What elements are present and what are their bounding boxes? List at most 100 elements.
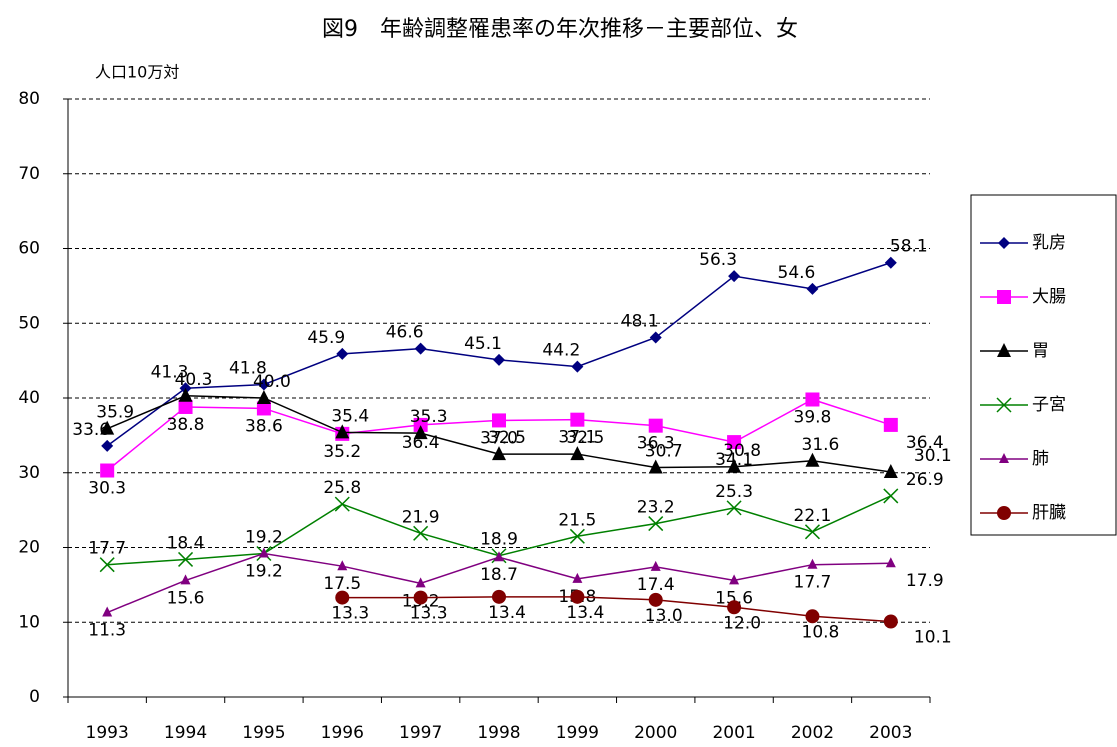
marker	[883, 464, 898, 479]
marker	[648, 516, 664, 532]
data-label: 18.9	[480, 530, 518, 550]
x-tick-label: 2002	[791, 723, 834, 743]
marker	[570, 446, 585, 461]
marker	[806, 282, 819, 295]
legend-label: 乳房	[1032, 233, 1066, 253]
y-tick-label: 80	[18, 89, 40, 109]
marker	[729, 574, 740, 585]
marker	[884, 256, 897, 269]
marker	[727, 600, 742, 615]
data-label: 21.9	[402, 507, 440, 527]
y-tick-label: 0	[29, 687, 40, 707]
marker	[492, 413, 506, 428]
y-tick-label: 30	[18, 463, 40, 483]
data-label: 12.0	[723, 613, 761, 633]
data-label: 17.7	[88, 539, 126, 559]
data-label: 17.4	[637, 575, 675, 595]
x-tick-label: 1993	[86, 723, 129, 743]
marker	[256, 390, 271, 404]
data-label: 35.3	[410, 407, 448, 427]
marker	[257, 378, 270, 391]
x-tick-label: 1995	[242, 723, 285, 743]
data-label: 48.1	[621, 311, 659, 331]
marker	[807, 558, 818, 569]
marker	[883, 417, 898, 432]
data-label: 10.1	[914, 628, 952, 648]
data-label: 40.0	[253, 372, 291, 392]
marker	[100, 420, 115, 435]
marker	[650, 560, 661, 571]
marker	[999, 453, 1009, 463]
marker	[728, 270, 741, 283]
marker	[337, 560, 348, 571]
data-label: 37.1	[558, 428, 596, 448]
marker	[571, 360, 584, 373]
data-label: 36.3	[637, 434, 675, 454]
marker	[492, 589, 506, 604]
marker	[335, 590, 350, 605]
legend-box	[970, 194, 1117, 536]
marker	[178, 399, 193, 414]
marker	[178, 387, 193, 402]
series: 13.3 13.3 13.4 13.4 13.0 12.0 10.8 10.1	[331, 589, 952, 648]
data-label: 44.2	[542, 341, 580, 361]
marker	[99, 557, 115, 573]
data-label: 30.1	[914, 446, 952, 466]
marker	[258, 547, 269, 558]
y-tick-label: 20	[18, 538, 40, 558]
x-tick-label: 1999	[556, 723, 599, 743]
data-label: 38.6	[245, 416, 283, 436]
data-label: 41.3	[151, 362, 189, 382]
legend-label: 大腸	[1032, 287, 1066, 307]
data-label: 45.9	[307, 328, 345, 348]
data-label: 58.1	[890, 237, 928, 257]
y-axis-label: 人口10万対	[95, 63, 179, 82]
data-label: 39.8	[794, 407, 832, 427]
marker	[997, 506, 1011, 520]
x-tick-label: 1994	[164, 723, 207, 743]
data-label: 33.6	[72, 420, 110, 440]
series: 35.9 40.3 40.0 35.4 35.3 32.5 32.5 30.7 30.8 31.6…	[96, 370, 952, 479]
marker	[494, 551, 504, 562]
data-label: 37.0	[480, 428, 518, 448]
marker	[493, 353, 505, 366]
data-label: 23.2	[637, 498, 675, 518]
marker	[180, 574, 191, 585]
data-label: 26.9	[906, 470, 944, 490]
marker	[413, 525, 429, 541]
x-tick-label: 2003	[869, 723, 912, 743]
marker	[648, 418, 663, 433]
data-label: 30.3	[88, 479, 126, 499]
data-label: 19.2	[245, 527, 283, 547]
marker	[805, 452, 820, 467]
marker	[727, 458, 742, 473]
marker	[804, 524, 820, 540]
marker	[335, 424, 350, 439]
marker	[648, 459, 663, 474]
y-tick-label: 10	[18, 612, 40, 632]
y-tick-label: 60	[18, 239, 40, 259]
data-label: 25.3	[715, 482, 753, 502]
marker	[572, 572, 583, 583]
series: 11.315.619.217.515.218.715.817.415.617.7…	[88, 547, 944, 641]
x-tick-label: 1998	[477, 723, 520, 743]
data-label: 36.4	[402, 433, 440, 453]
data-label: 32.5	[566, 428, 604, 448]
x-tick-label: 1996	[321, 723, 364, 743]
data-label: 35.2	[323, 442, 361, 462]
series: 17.7 18.4 19.2 25.8 21.9 18.9 21.5 23.2 25.3 22.1…	[88, 470, 944, 573]
marker	[997, 343, 1011, 357]
marker	[649, 331, 662, 344]
marker	[883, 614, 898, 629]
legend-label: 胃	[1032, 341, 1049, 361]
marker	[996, 397, 1012, 413]
y-tick-label: 70	[18, 164, 40, 184]
data-label: 19.2	[245, 561, 283, 581]
data-label: 30.8	[723, 441, 761, 461]
data-label: 22.1	[794, 506, 832, 526]
data-label: 17.7	[794, 573, 832, 593]
series: 30.338.838.635.236.437.037.136.334.139.8…	[88, 392, 944, 499]
data-label: 13.4	[488, 603, 526, 623]
marker	[648, 592, 663, 607]
marker	[334, 496, 350, 512]
